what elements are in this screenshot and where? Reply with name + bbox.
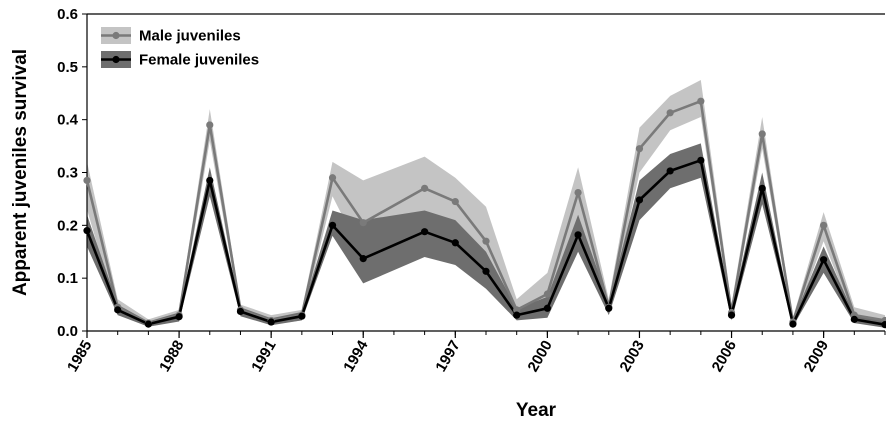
data-point-female — [359, 255, 367, 263]
y-tick-label: 0.5 — [57, 59, 78, 76]
data-point-female — [789, 320, 797, 328]
data-point-male — [635, 145, 644, 153]
y-tick-label: 0.6 — [57, 6, 78, 23]
data-point-female — [697, 156, 705, 164]
data-point-female — [635, 196, 644, 204]
data-point-male — [697, 97, 705, 105]
data-point-female — [850, 315, 858, 323]
y-axis-title: Apparent juveniles survival — [10, 49, 31, 296]
x-tick-label: 2003 — [617, 338, 648, 375]
legend-marker-female — [112, 55, 120, 64]
legend-label-female: Female juveniles — [139, 52, 259, 69]
x-tick-label: 1985 — [64, 338, 95, 375]
data-point-female — [881, 321, 886, 329]
data-point-female — [267, 318, 275, 326]
data-point-female — [236, 307, 245, 316]
data-point-female — [421, 228, 429, 236]
x-tick-label: 1991 — [248, 338, 279, 375]
data-point-male — [574, 188, 582, 197]
data-point-male — [513, 306, 521, 314]
data-point-female — [298, 312, 306, 320]
data-point-female — [482, 267, 490, 275]
legend-label-male: Male juveniles — [139, 28, 241, 45]
y-tick-label: 0.1 — [57, 270, 78, 287]
legend-marker-male — [112, 31, 120, 40]
x-tick-label: 2009 — [801, 338, 832, 375]
data-point-female — [83, 227, 91, 235]
data-point-male — [83, 176, 91, 185]
y-tick-label: 0.0 — [57, 323, 78, 340]
data-point-female — [605, 304, 613, 312]
data-point-female — [144, 320, 152, 328]
data-point-male — [421, 184, 429, 192]
data-point-male — [543, 290, 551, 298]
data-point-female — [175, 313, 183, 321]
series-lines — [85, 99, 886, 326]
data-point-female — [513, 311, 521, 319]
data-point-female — [820, 256, 828, 264]
data-point-male — [758, 130, 766, 138]
data-point-female — [666, 167, 674, 175]
x-tick-label: 2000 — [524, 338, 555, 375]
data-point-male — [328, 174, 337, 182]
x-tick-label: 1994 — [340, 337, 372, 375]
series-line-female — [85, 159, 886, 326]
data-point-male — [359, 219, 367, 227]
y-tick-label: 0.4 — [57, 112, 79, 129]
x-tick-label: 1997 — [432, 338, 463, 375]
legend: Male juveniles Female juveniles — [101, 27, 259, 69]
data-point-male — [451, 197, 459, 206]
data-point-female — [758, 184, 766, 192]
y-tick-label: 0.2 — [57, 217, 78, 234]
x-tick-label: 1988 — [156, 338, 187, 375]
data-point-female — [328, 221, 337, 229]
series-line-male — [85, 99, 886, 325]
axis-labels: Year Apparent juveniles survival — [10, 49, 557, 421]
data-point-female — [206, 176, 214, 185]
y-tick-label: 0.3 — [57, 165, 78, 182]
data-point-male — [206, 121, 214, 129]
data-point-female — [727, 311, 736, 319]
data-point-male — [482, 237, 490, 245]
data-point-female — [451, 239, 459, 247]
x-axis-title: Year — [516, 400, 557, 421]
x-tick-label: 2006 — [709, 338, 740, 375]
data-point-male — [820, 221, 828, 229]
series-points — [83, 97, 886, 329]
data-point-male — [666, 109, 674, 117]
data-point-female — [574, 231, 582, 239]
data-point-female — [114, 306, 122, 314]
data-point-female — [543, 304, 551, 312]
